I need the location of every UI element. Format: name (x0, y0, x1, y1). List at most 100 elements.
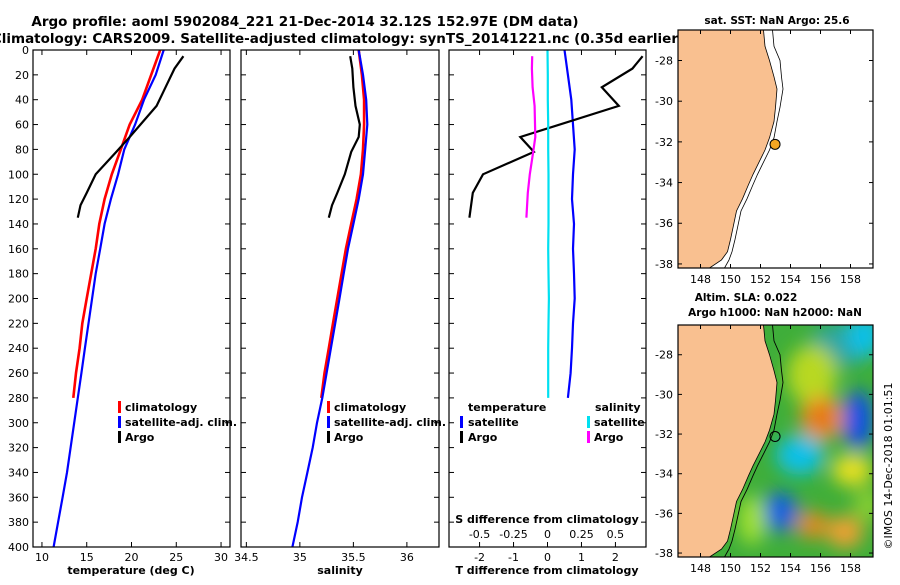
top-tick-label: 0 (544, 528, 551, 541)
top-tick-label: 0.25 (569, 528, 594, 541)
sla-map-shelf-contour (724, 325, 784, 557)
sst-map-shelf-contour (724, 30, 784, 268)
lat-tick-label: -38 (655, 547, 673, 560)
lat-tick-label: -30 (655, 95, 673, 108)
lon-tick-label: 156 (810, 273, 831, 286)
x-tick-label: 36 (400, 551, 414, 564)
legend-label-t-satellite: satellite (468, 416, 519, 429)
figure-title-line2: Climatology: CARS2009. Satellite-adjuste… (0, 31, 684, 47)
lon-tick-label: 152 (750, 273, 771, 286)
difference-x-tick-labels: -2 -1 0 1 2 (474, 551, 619, 564)
depth-tick-label: 160 (8, 243, 29, 256)
x-tick-label: 34.5 (234, 551, 259, 564)
difference-top-tick-labels: -0.5 -0.25 0 0.25 0.5 (469, 528, 624, 541)
x-tick-label: 15 (80, 551, 94, 564)
lon-tick-label: 154 (780, 273, 801, 286)
depth-tick-label: 360 (8, 491, 29, 504)
lat-tick-label: -34 (655, 468, 673, 481)
x-tick-label: 25 (169, 551, 183, 564)
sla-map-lat-labels: -28 -30 -32 -34 -36 -38 (655, 349, 673, 560)
legend-label-argo: Argo (125, 431, 155, 444)
lat-tick-label: -28 (655, 55, 673, 68)
temperature-difference-argo-line (468, 55, 644, 218)
lat-tick-label: -34 (655, 177, 673, 190)
legend-label-climatology: climatology (334, 401, 406, 414)
x-tick-label: -1 (508, 551, 519, 564)
temperature-ticks (33, 49, 230, 548)
legend-swatch-argo (327, 431, 330, 443)
salinity-argo-line (327, 56, 361, 218)
figure-title-line1: Argo profile: aoml 5902084_221 21-Dec-20… (31, 14, 578, 30)
sla-blob-2 (847, 325, 873, 357)
sla-map-frame (677, 324, 874, 558)
depth-tick-label: 260 (8, 367, 29, 380)
temperature-panel: 0 20 40 60 80 100 120 140 160 180 200 220 240 260 280 3… (8, 44, 237, 577)
salinity-difference-argo-line (525, 56, 537, 218)
sst-map-argo-marker (769, 138, 781, 150)
lat-tick-label: -32 (655, 136, 673, 149)
temperature-x-axis-label: temperature (deg C) (67, 564, 194, 577)
x-tick-label: 10 (35, 551, 49, 564)
sla-blob-5 (811, 407, 833, 429)
sst-map-panel: sat. SST: NaN Argo: 25.6 -28 -30 -32 -34 -36… (655, 15, 874, 286)
temperature-depth-tick-labels: 0 20 40 60 80 100 120 140 160 180 200 220 240 260 280 3… (8, 44, 29, 554)
temperature-axes-frame (32, 49, 231, 548)
sla-blob-9 (762, 492, 798, 532)
legend-swatch-satellite (327, 416, 330, 428)
depth-tick-label: 80 (15, 143, 29, 156)
salinity-climatology-line (320, 50, 366, 399)
temperature-legend: climatology satellite-adj. clim. Argo (118, 401, 237, 444)
lat-tick-label: -36 (655, 507, 673, 520)
x-tick-label: -2 (474, 551, 485, 564)
salinity-panel: 34.5 35 35.5 36 climatology satellite-adj. … (234, 49, 446, 577)
salinity-satellite-line (291, 50, 369, 547)
sla-map-argo-marker (769, 430, 781, 442)
x-tick-label: 0 (544, 551, 551, 564)
legend-label-climatology: climatology (125, 401, 197, 414)
depth-tick-label: 240 (8, 342, 29, 355)
sla-map-anomaly-field (738, 325, 873, 548)
lon-tick-label: 148 (690, 273, 711, 286)
sla-blob-13 (738, 495, 766, 545)
sla-blob-8 (832, 454, 872, 486)
sst-map-land (678, 30, 778, 268)
lat-tick-label: -30 (655, 388, 673, 401)
sla-blob-3 (787, 345, 837, 405)
sla-blob-6 (843, 390, 873, 450)
lon-tick-label: 152 (750, 562, 771, 575)
top-tick-label: -0.25 (499, 528, 527, 541)
depth-tick-label: 380 (8, 516, 29, 529)
legend-label-s-satellite: satellite (594, 416, 645, 429)
sla-blob-11 (827, 516, 863, 548)
legend-swatch-climatology (118, 401, 121, 413)
imos-watermark: ©IMOS 14-Dec-2018 01:01:51 (882, 383, 895, 550)
legend-label-t-argo: Argo (468, 431, 498, 444)
lat-tick-label: -36 (655, 217, 673, 230)
sla-blob-12 (854, 489, 873, 521)
difference-panel: -2 -1 0 1 2 -0.5 -0.25 0 0.25 0.5 temperature sa… (448, 49, 647, 577)
salinity-difference-satellite-line (546, 50, 551, 398)
legend-label-satellite: satellite-adj. clim. (334, 416, 446, 429)
sla-map-ticks (678, 325, 873, 557)
temperature-climatology-line (72, 50, 162, 399)
salinity-ticks (241, 49, 439, 548)
lat-tick-label: -28 (655, 349, 673, 362)
difference-legend: temperature satellite Argo salinity sate… (460, 401, 645, 444)
lat-tick-label: -32 (655, 428, 673, 441)
difference-axes-frame (448, 49, 647, 548)
x-tick-label: 20 (125, 551, 139, 564)
sst-map-lat-labels: -28 -30 -32 -34 -36 -38 (655, 55, 673, 271)
legend-swatch-t-argo (460, 431, 463, 443)
lon-tick-label: 150 (720, 562, 741, 575)
depth-tick-label: 340 (8, 466, 29, 479)
depth-tick-label: 20 (15, 69, 29, 82)
x-tick-label: 1 (578, 551, 585, 564)
sla-map-land (678, 325, 778, 557)
lon-tick-label: 158 (840, 562, 861, 575)
depth-tick-label: 400 (8, 541, 29, 554)
lon-tick-label: 154 (780, 562, 801, 575)
top-tick-label: -0.5 (469, 528, 490, 541)
lon-tick-label: 148 (690, 562, 711, 575)
